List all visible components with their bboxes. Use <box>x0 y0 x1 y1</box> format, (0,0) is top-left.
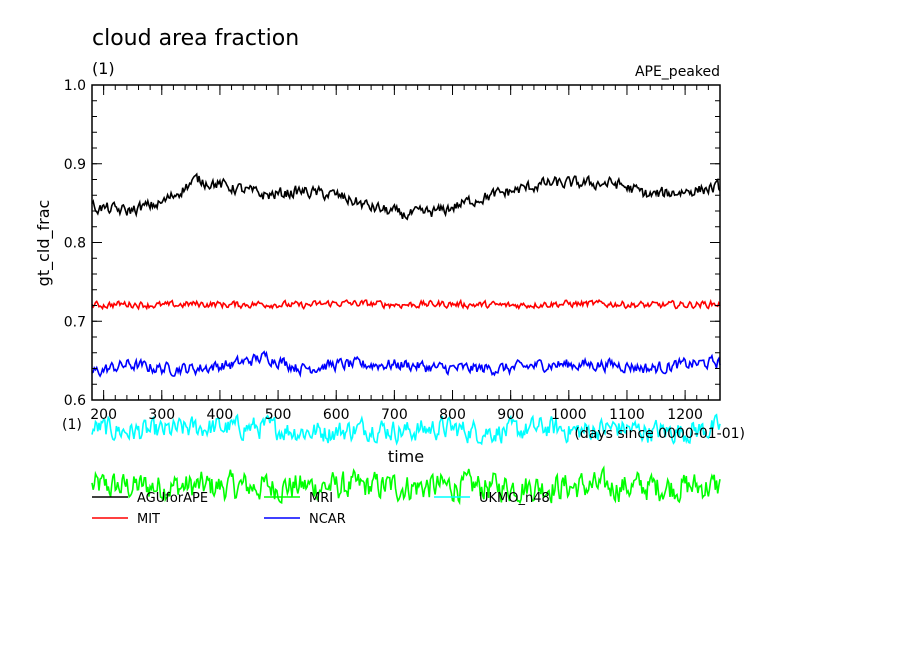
y-ticks: 0.6 0.7 0.8 0.9 1.0 <box>64 78 720 409</box>
legend-label-mri: MRI <box>309 491 333 506</box>
plot-frame <box>91 84 721 401</box>
legend-item-agu: AGUforAPE <box>92 491 208 506</box>
x-units-label: (days since 0000-01-01) <box>574 426 745 442</box>
legend: AGUforAPE MIT MRI NCAR UKMO_n48 <box>92 491 550 527</box>
x-tick-label: 200 <box>90 407 117 423</box>
x-axis-label: time <box>388 447 424 466</box>
y-axis-label: gt_cld_frac <box>34 200 54 287</box>
x-tick-label: 400 <box>207 407 234 423</box>
legend-item-ncar: NCAR <box>264 512 346 527</box>
chart-subtitle: (1) <box>92 59 115 78</box>
experiment-label: APE_peaked <box>635 64 720 80</box>
series-line-ukmo_n48 <box>91 413 721 446</box>
x-tick-label: 1200 <box>667 407 703 423</box>
x-tick-label: 1100 <box>609 407 645 423</box>
series-line-mri <box>91 465 721 506</box>
series-line-ncar <box>91 350 721 378</box>
x-tick-label: 600 <box>323 407 350 423</box>
legend-label-ukmo: UKMO_n48 <box>479 491 550 506</box>
x-tick-label: 700 <box>381 407 408 423</box>
x-ticks: 200 300 400 500 600 700 800 900 1000 1100 1200 <box>90 85 721 423</box>
y-tick-label: 1.0 <box>64 78 86 94</box>
x-tick-label: 500 <box>265 407 292 423</box>
x-tick-label: 800 <box>439 407 466 423</box>
legend-label-ncar: NCAR <box>309 512 346 527</box>
chart-title: cloud area fraction <box>92 26 299 51</box>
series-line-aguforape <box>91 172 721 221</box>
y-tick-label: 0.8 <box>64 236 86 252</box>
y-tick-label: 0.7 <box>64 314 86 330</box>
x-tick-label: 300 <box>148 407 175 423</box>
legend-label-agu: AGUforAPE <box>137 491 208 506</box>
legend-item-mit: MIT <box>92 512 160 527</box>
series-layer <box>91 172 721 506</box>
legend-item-ukmo: UKMO_n48 <box>434 491 550 506</box>
legend-item-mri: MRI <box>264 491 333 506</box>
legend-label-mit: MIT <box>137 512 160 527</box>
series-line-mit <box>91 298 721 311</box>
x-tick-label: 900 <box>497 407 524 423</box>
y-units-label: (1) <box>62 417 82 433</box>
y-tick-label: 0.9 <box>64 157 86 173</box>
x-tick-label: 1000 <box>551 407 587 423</box>
y-tick-label: 0.6 <box>64 393 86 409</box>
